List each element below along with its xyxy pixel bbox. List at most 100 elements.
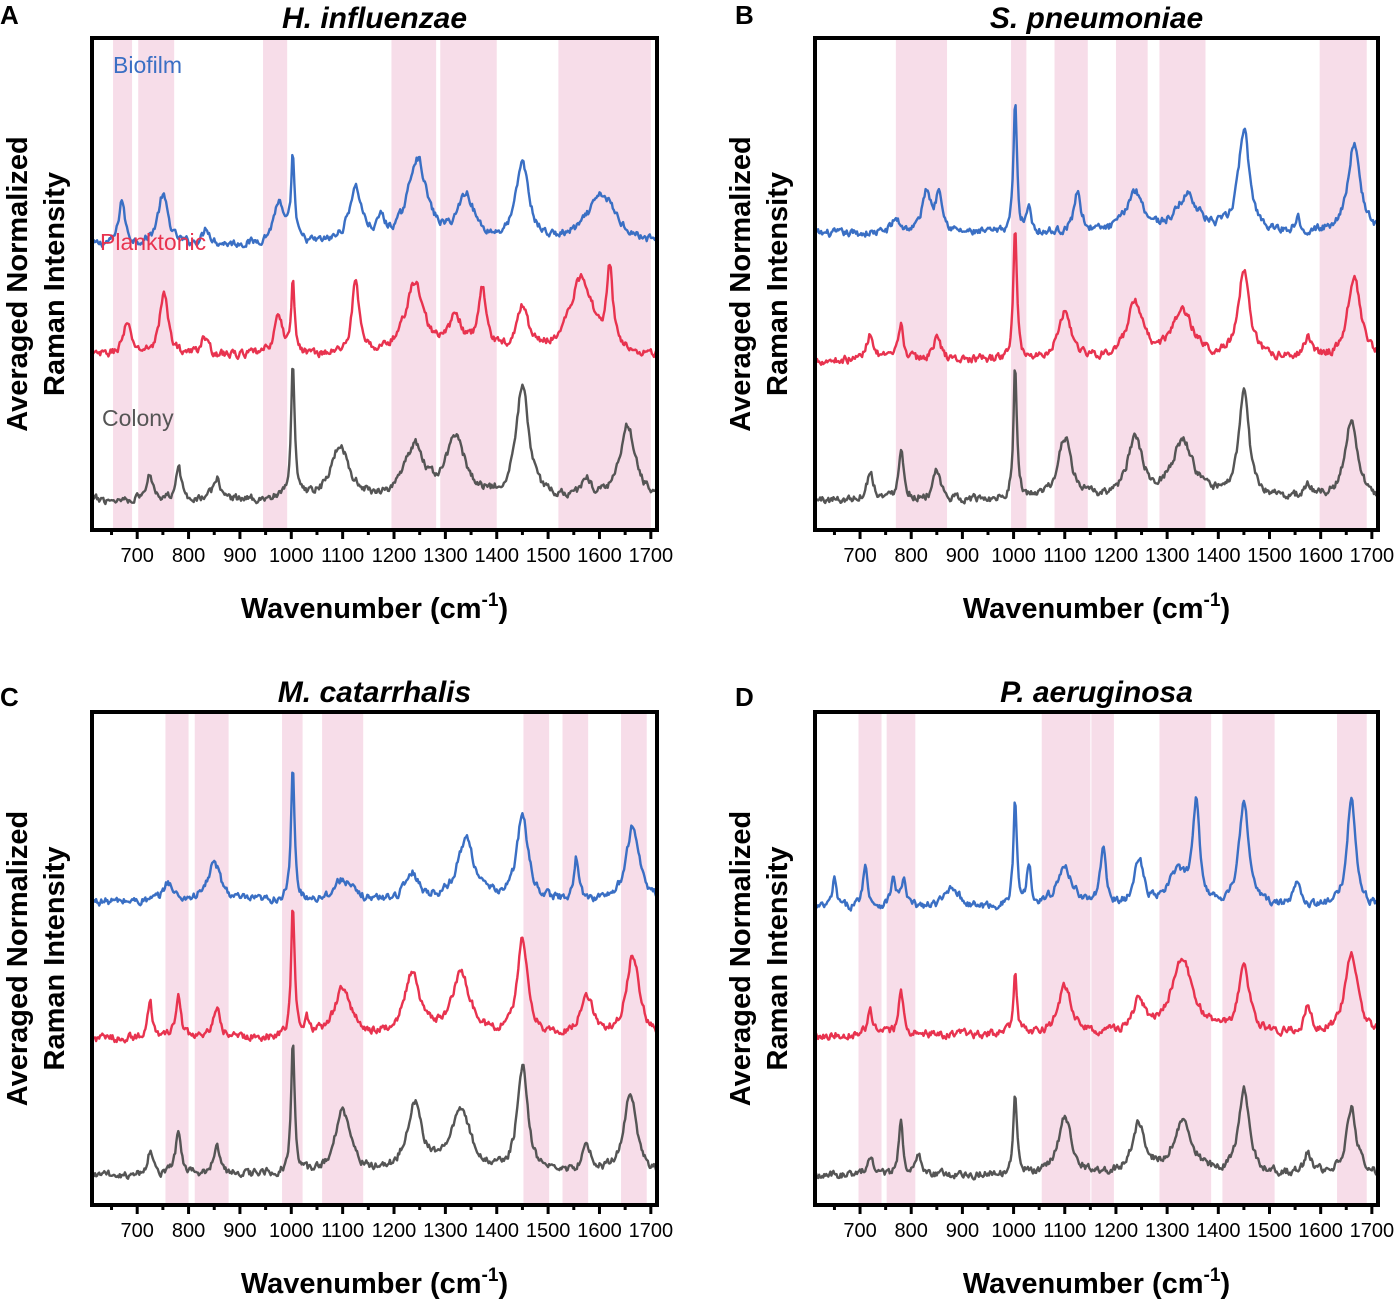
plot-frame <box>813 36 1380 532</box>
panel-title: M. catarrhalis <box>278 676 471 709</box>
series-line-biofilm <box>92 771 658 907</box>
highlight-band <box>895 38 948 530</box>
x-tick-label: 900 <box>946 1220 979 1242</box>
x-tick-label: 900 <box>946 545 979 567</box>
x-tick-label: 1200 <box>1094 1220 1139 1242</box>
x-tick-label: 1200 <box>1094 545 1139 567</box>
x-tick-label: 1500 <box>1247 1220 1292 1242</box>
series-line-biofilm <box>814 796 1378 912</box>
y-axis-title-line1: Averaged Normalized <box>725 811 757 1106</box>
x-tick-label: 1400 <box>474 1220 519 1242</box>
x-tick-label: 1100 <box>321 545 364 567</box>
x-tick-label: 700 <box>843 545 876 567</box>
x-tick-label: 1500 <box>526 545 571 567</box>
x-axis-title: Wavenumber (cm-1) <box>241 590 508 625</box>
panel-letter: C <box>0 682 19 712</box>
highlight-band <box>1041 712 1091 1205</box>
x-tick-label: 700 <box>843 1220 876 1242</box>
x-tick-label: 1500 <box>526 1220 571 1242</box>
highlight-band <box>194 712 229 1205</box>
x-tick-label: 1100 <box>1043 1220 1086 1242</box>
highlight-band <box>1222 712 1275 1205</box>
panel-letter: D <box>735 682 754 712</box>
x-tick-label: 1000 <box>269 545 314 567</box>
highlight-band <box>1319 38 1367 530</box>
x-tick-label: 1300 <box>423 545 468 567</box>
series-line-colony <box>815 369 1378 505</box>
x-tick-label: 1200 <box>372 1220 417 1242</box>
series-line-planktonic <box>815 232 1379 366</box>
x-tick-label: 1100 <box>321 1220 364 1242</box>
plot-frame <box>813 710 1380 1207</box>
x-tick-label: 800 <box>895 1220 928 1242</box>
panel-title: P. aeruginosa <box>1000 676 1193 709</box>
x-tick-label: 1000 <box>269 1220 314 1242</box>
highlight-band <box>1159 712 1212 1205</box>
x-tick-label: 1100 <box>1043 545 1086 567</box>
x-tick-label: 1500 <box>1247 545 1292 567</box>
y-axis-title-line2: Raman Intensity <box>762 847 794 1071</box>
x-tick-label: 1000 <box>991 1220 1036 1242</box>
x-axis-title: Wavenumber (cm-1) <box>963 590 1230 625</box>
x-tick-label: 1600 <box>1298 545 1343 567</box>
x-tick-label: 1400 <box>474 545 519 567</box>
series-line-biofilm <box>815 104 1379 238</box>
highlight-band <box>858 712 882 1205</box>
highlight-band <box>263 38 288 530</box>
x-tick-label: 700 <box>121 1220 154 1242</box>
highlight-band <box>523 712 550 1205</box>
x-tick-label: 1700 <box>629 545 674 567</box>
x-tick-label: 1700 <box>629 1220 674 1242</box>
series-line-planktonic <box>92 909 658 1044</box>
x-tick-label: 1600 <box>1298 1220 1343 1242</box>
x-tick-label: 1200 <box>372 545 417 567</box>
plot-frame <box>90 36 659 532</box>
panel-a: A H. influenzae 700 800 900 1000 1100 1200 1300 1… <box>0 0 673 625</box>
series-line-colony <box>92 367 657 506</box>
plot-frame <box>90 710 659 1207</box>
x-tick-label: 1400 <box>1196 545 1241 567</box>
x-tick-label: 1600 <box>577 545 622 567</box>
y-axis-title-line2: Raman Intensity <box>762 172 794 396</box>
x-tick-label: 800 <box>172 545 205 567</box>
x-tick-label: 1400 <box>1196 1220 1241 1242</box>
y-axis-title-line1: Averaged Normalized <box>2 136 34 431</box>
x-tick-label: 700 <box>121 545 154 567</box>
x-tick-label: 1700 <box>1350 545 1395 567</box>
y-axis-title-line2: Raman Intensity <box>39 172 71 396</box>
x-tick-label: 1600 <box>577 1220 622 1242</box>
x-tick-label: 1300 <box>423 1220 468 1242</box>
y-axis-title-line1: Averaged Normalized <box>725 136 757 431</box>
x-axis-title: Wavenumber (cm-1) <box>963 1265 1230 1300</box>
series-line-biofilm <box>91 153 658 249</box>
series-line-colony <box>814 1085 1379 1181</box>
highlight-band <box>113 38 133 530</box>
highlight-band <box>322 712 364 1205</box>
x-tick-label: 800 <box>172 1220 205 1242</box>
panel-b: B S. pneumoniae 700 800 900 1000 1100 1200 1300 1… <box>725 0 1394 625</box>
panel-letter: A <box>0 0 19 30</box>
highlight-band <box>562 712 589 1205</box>
highlight-band <box>1091 712 1114 1205</box>
x-tick-label: 800 <box>895 545 928 567</box>
x-tick-label: 1300 <box>1145 1220 1190 1242</box>
x-tick-label: 1700 <box>1350 1220 1395 1242</box>
x-tick-label: 1300 <box>1145 545 1190 567</box>
series-line-colony <box>91 1044 658 1180</box>
panel-c: C M. catarrhalis 700 800 900 1000 1100 1200 1300… <box>0 676 673 1300</box>
series-label-biofilm: Biofilm <box>113 52 182 78</box>
highlight-band <box>440 38 497 530</box>
highlight-band <box>558 38 651 530</box>
highlight-band <box>165 712 189 1205</box>
highlight-band <box>1159 38 1206 530</box>
series-label-planktonic: Planktonic <box>100 229 206 255</box>
y-axis-title-line1: Averaged Normalized <box>2 811 34 1106</box>
panel-d: D P. aeruginosa 700 800 900 1000 1100 1200 1300 1… <box>725 676 1394 1300</box>
panel-letter: B <box>735 0 754 30</box>
x-tick-label: 900 <box>223 545 256 567</box>
series-label-colony: Colony <box>102 405 174 431</box>
x-tick-label: 1000 <box>991 545 1036 567</box>
y-axis-title-line2: Raman Intensity <box>39 847 71 1071</box>
series-line-planktonic <box>92 263 658 360</box>
